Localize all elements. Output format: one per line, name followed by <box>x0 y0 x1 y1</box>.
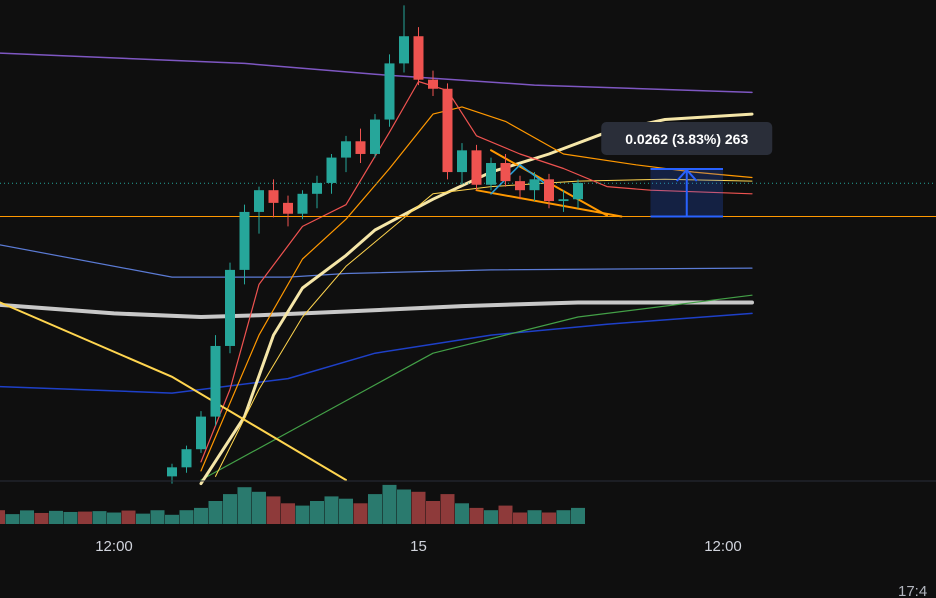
measure-label-box <box>601 121 773 155</box>
volume-bar <box>237 487 252 524</box>
volume-bar <box>107 512 121 524</box>
volume-bar <box>310 501 324 524</box>
price-range-measure[interactable] <box>650 167 724 218</box>
time-axis-tick-label: 12:00 <box>704 538 742 555</box>
volume-bar <box>92 511 107 524</box>
candle-body[interactable] <box>239 211 250 270</box>
volume-bar <box>542 512 556 524</box>
volume-bar <box>324 496 339 524</box>
candle-body[interactable] <box>500 163 511 182</box>
candle-body[interactable] <box>384 63 395 120</box>
horizontal-lines-layer <box>0 182 936 217</box>
volume-bar <box>295 505 310 524</box>
moving-average-line-3 <box>0 300 754 319</box>
volume-bar <box>20 510 34 524</box>
volume-bar <box>208 501 223 524</box>
measure-label-layer: 0.0262 (3.83%) 263 <box>601 121 773 155</box>
volume-bar <box>513 512 527 524</box>
candle-body[interactable] <box>515 181 525 191</box>
volume-bar <box>440 494 455 524</box>
candle-body[interactable] <box>544 179 554 202</box>
volume-bar <box>339 498 353 524</box>
candle-body[interactable] <box>196 416 206 450</box>
candle-body[interactable] <box>254 190 264 212</box>
volume-bar <box>397 489 411 524</box>
volume-bar <box>121 510 136 524</box>
candle-body[interactable] <box>471 150 482 185</box>
candle-body[interactable] <box>573 182 583 200</box>
volume-bar <box>136 513 150 524</box>
volume-layer <box>0 484 585 524</box>
candle-body[interactable] <box>167 467 177 477</box>
moving-average-line-5 <box>200 294 753 481</box>
measure-arrow-head-icon <box>676 168 698 182</box>
candles-layer[interactable] <box>167 5 583 484</box>
volume-bar <box>5 514 20 524</box>
time-axis-tick-label: 12:00 <box>95 538 133 555</box>
volume-bar <box>455 503 469 524</box>
candle-body[interactable] <box>399 36 409 64</box>
volume-bar <box>223 494 237 524</box>
volume-bar <box>49 510 63 524</box>
candle-body[interactable] <box>486 163 496 185</box>
time-axis-clock: 17:4 <box>898 583 927 598</box>
candle-body[interactable] <box>312 182 322 194</box>
candle-body[interactable] <box>297 193 308 214</box>
moving-average-line-2 <box>0 244 753 278</box>
volume-bar <box>426 501 440 524</box>
candle-body[interactable] <box>326 157 337 183</box>
measure-label-text: 0.0262 (3.83%) 263 <box>625 131 748 147</box>
moving-average-line-7 <box>215 178 753 477</box>
volume-bar <box>179 510 194 524</box>
volume-bar <box>150 510 165 524</box>
candle-body[interactable] <box>355 141 366 154</box>
volume-bar <box>571 507 585 524</box>
moving-average-line-1 <box>0 52 753 94</box>
volume-bar <box>556 510 571 524</box>
time-axis-tick-label: 15 <box>410 538 427 555</box>
volume-bar <box>194 507 208 524</box>
volume-bar <box>469 507 484 524</box>
candle-body[interactable] <box>181 449 192 468</box>
volume-bar <box>353 503 368 524</box>
volume-bar <box>34 512 49 524</box>
candle-body[interactable] <box>413 36 424 80</box>
candle-body[interactable] <box>341 141 351 158</box>
volume-bar <box>527 510 542 524</box>
candle-body[interactable] <box>428 79 438 89</box>
moving-average-line-4 <box>0 312 753 394</box>
volume-bar <box>78 511 92 524</box>
candle-body[interactable] <box>442 88 453 173</box>
candle-body[interactable] <box>283 202 293 214</box>
candle-body[interactable] <box>210 345 221 417</box>
volume-bar <box>411 491 426 524</box>
volume-bar <box>0 510 5 524</box>
volume-bar <box>281 503 295 524</box>
volume-bar <box>382 484 397 524</box>
volume-bar <box>368 494 382 524</box>
volume-bar <box>165 514 179 524</box>
trend-line-1[interactable] <box>0 226 347 481</box>
candle-body[interactable] <box>370 119 380 154</box>
volume-bar <box>498 505 513 524</box>
candle-body[interactable] <box>268 190 279 203</box>
candle-body[interactable] <box>457 150 467 173</box>
candle-body[interactable] <box>529 179 540 191</box>
candle-body[interactable] <box>225 269 235 346</box>
volume-bar <box>484 510 498 524</box>
volume-bar <box>252 491 266 524</box>
candle-body[interactable] <box>558 199 569 202</box>
volume-bar <box>63 511 78 524</box>
volume-bar <box>266 496 281 524</box>
